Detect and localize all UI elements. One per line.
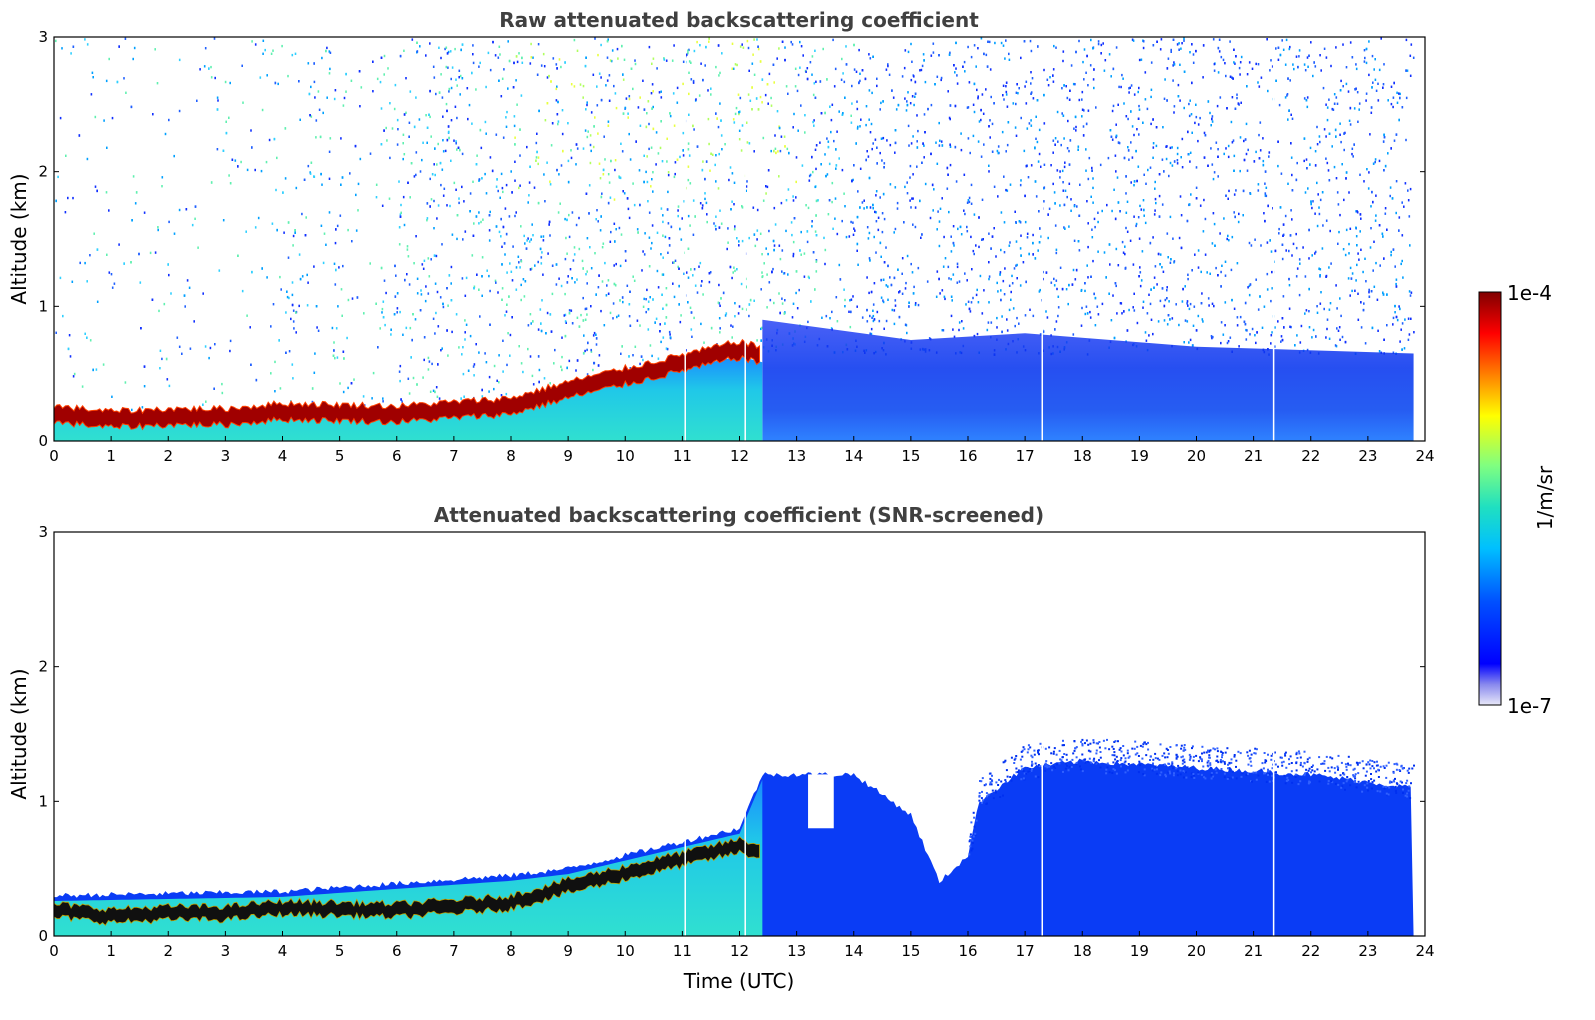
screened-panel-title: Attenuated backscattering coefficient (S… <box>434 503 1044 527</box>
colorbar-min-label: 1e-7 <box>1507 694 1552 718</box>
x-tick-label: 20 <box>1187 942 1206 960</box>
saturated-layer <box>53 835 760 927</box>
x-tick-label: 9 <box>563 942 573 960</box>
raw-panel-title: Raw attenuated backscattering coefficien… <box>499 8 979 32</box>
x-tick-label: 1 <box>106 942 116 960</box>
y-tick-label: 3 <box>38 28 48 46</box>
screened-y-axis-label: Altitude (km) <box>7 668 31 799</box>
x-tick-label: 5 <box>335 447 345 465</box>
x-tick-label: 8 <box>506 447 516 465</box>
x-tick-label: 1 <box>106 447 116 465</box>
x-tick-label: 24 <box>1415 447 1434 465</box>
colorbar-unit-label: 1/m/sr <box>1533 465 1557 530</box>
x-tick-label: 13 <box>787 942 806 960</box>
x-tick-label: 7 <box>449 942 459 960</box>
x-tick-label: 20 <box>1187 447 1206 465</box>
x-tick-label: 8 <box>506 942 516 960</box>
x-tick-label: 13 <box>787 447 806 465</box>
x-tick-label: 14 <box>844 942 863 960</box>
screened-backscatter-panel: 0 1 2 3 4 5 6 7 8 9 10 11 12 13 14 15 16 17 18 19 20 21 22 23 24… <box>7 503 1435 993</box>
afternoon-blue-region <box>762 319 1414 441</box>
x-tick-label: 18 <box>1073 447 1092 465</box>
x-tick-label: 19 <box>1130 942 1149 960</box>
x-tick-label: 15 <box>901 942 920 960</box>
x-tick-label: 17 <box>1016 447 1035 465</box>
screened-y-ticks: 0 1 2 3 <box>38 523 1425 945</box>
x-tick-label: 4 <box>278 942 288 960</box>
x-tick-label: 11 <box>673 942 692 960</box>
colorbar: 1e-4 1e-7 1/m/sr <box>1478 281 1557 718</box>
x-tick-label: 3 <box>221 447 231 465</box>
y-tick-label: 0 <box>38 432 48 450</box>
x-tick-label: 16 <box>958 942 977 960</box>
x-tick-label: 19 <box>1130 447 1149 465</box>
x-tick-label: 22 <box>1301 447 1320 465</box>
screened-speckle <box>968 738 1415 856</box>
screened-x-ticks: 0 1 2 3 4 5 6 7 8 9 10 11 12 13 14 15 16 17 18 19 20 21 22 23 24 <box>49 931 1435 960</box>
screened-backscatter-heatmap <box>53 532 1415 936</box>
y-tick-label: 2 <box>38 658 48 676</box>
x-tick-label: 2 <box>163 447 173 465</box>
x-tick-label: 12 <box>730 942 749 960</box>
raw-x-ticks: 0 1 2 3 4 5 6 7 8 9 10 11 12 13 14 15 16 17 18 19 20 21 22 23 24 <box>49 436 1435 465</box>
x-tick-label: 3 <box>221 942 231 960</box>
y-tick-label: 0 <box>38 927 48 945</box>
x-tick-label: 14 <box>844 447 863 465</box>
y-tick-label: 3 <box>38 523 48 541</box>
colorbar-max-label: 1e-4 <box>1507 281 1552 305</box>
x-axis-label: Time (UTC) <box>683 969 795 993</box>
x-tick-label: 5 <box>335 942 345 960</box>
x-tick-label: 12 <box>730 447 749 465</box>
x-tick-label: 0 <box>49 447 59 465</box>
colorbar-gradient <box>1478 291 1502 706</box>
x-tick-label: 18 <box>1073 942 1092 960</box>
raw-backscatter-heatmap <box>53 37 1415 441</box>
noise-speckle <box>55 37 1415 413</box>
raw-y-ticks: 0 1 2 3 <box>38 28 1425 450</box>
y-tick-label: 2 <box>38 163 48 181</box>
y-tick-label: 1 <box>38 792 48 810</box>
x-tick-label: 11 <box>673 447 692 465</box>
aerosol-layer <box>53 338 760 431</box>
x-tick-label: 21 <box>1244 447 1263 465</box>
raw-backscatter-panel: 0 1 2 3 4 5 6 7 8 9 10 11 12 13 14 15 16 17 18 19 20 21 22 23 24… <box>7 8 1435 465</box>
x-tick-label: 16 <box>958 447 977 465</box>
x-tick-label: 10 <box>616 447 635 465</box>
morning-cyan-region <box>54 779 763 936</box>
raw-y-axis-label: Altitude (km) <box>7 173 31 304</box>
x-tick-label: 23 <box>1358 942 1377 960</box>
x-tick-label: 21 <box>1244 942 1263 960</box>
x-tick-label: 15 <box>901 447 920 465</box>
y-tick-label: 1 <box>38 297 48 315</box>
x-tick-label: 24 <box>1415 942 1434 960</box>
x-tick-label: 0 <box>49 942 59 960</box>
x-tick-label: 22 <box>1301 942 1320 960</box>
screened-gap <box>808 774 834 829</box>
x-tick-label: 6 <box>392 447 402 465</box>
x-tick-label: 7 <box>449 447 459 465</box>
x-tick-label: 9 <box>563 447 573 465</box>
x-tick-label: 6 <box>392 942 402 960</box>
x-tick-label: 17 <box>1016 942 1035 960</box>
x-tick-label: 2 <box>163 942 173 960</box>
x-tick-label: 10 <box>616 942 635 960</box>
x-tick-label: 4 <box>278 447 288 465</box>
x-tick-label: 23 <box>1358 447 1377 465</box>
